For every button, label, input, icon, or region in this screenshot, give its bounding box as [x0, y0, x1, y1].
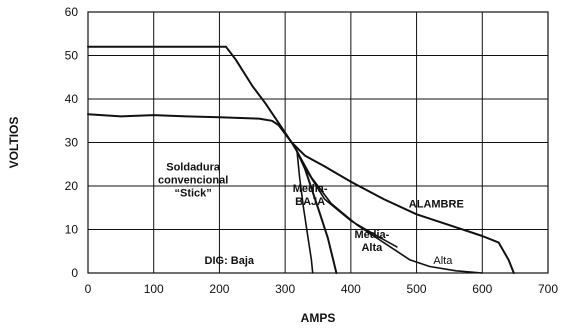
curve-annotation: Media-BAJA	[293, 183, 328, 208]
x-axis-title: AMPS	[301, 311, 336, 325]
curve-annotation: Alta	[433, 255, 453, 267]
series-line	[87, 113, 338, 274]
x-tick-label: 100	[144, 282, 164, 296]
curve-annotation: Media-Alta	[354, 229, 389, 254]
y-tick-label: 10	[65, 223, 79, 237]
series-line	[296, 150, 314, 274]
annotation-line: DIG: Baja	[205, 255, 255, 267]
annotation-line: Alta	[433, 255, 453, 267]
series-line	[87, 45, 515, 274]
plot-frame	[87, 11, 549, 274]
y-tick-label: 60	[65, 5, 79, 19]
annotation-line: “Stick”	[174, 187, 211, 199]
x-tick-label: 500	[407, 282, 427, 296]
annotation-line: ALAMBRE	[409, 198, 464, 210]
curve-annotation: ALAMBRE	[409, 198, 464, 210]
curve-annotation: DIG: Baja	[205, 255, 255, 267]
x-tick-label: 600	[472, 282, 492, 296]
y-axis-title: VOLTIOS	[7, 117, 21, 169]
y-tick-label: 50	[65, 49, 79, 63]
annotation-line: Soldadura	[166, 161, 221, 173]
annotation-line: Media-	[354, 229, 389, 241]
grid-layer	[87, 11, 549, 274]
x-tick-label: 300	[275, 282, 295, 296]
annotation-line: BAJA	[295, 196, 325, 208]
y-tick-label: 40	[65, 92, 79, 106]
y-tick-label: 0	[71, 266, 78, 280]
x-tick-label: 400	[341, 282, 361, 296]
series-layer	[87, 45, 515, 274]
annotation-line: convencional	[158, 174, 228, 186]
x-tick-label: 200	[209, 282, 229, 296]
x-tick-label: 700	[538, 282, 558, 296]
x-tick-label: 0	[85, 282, 92, 296]
annotation-line: Alta	[361, 242, 383, 254]
y-tick-label: 20	[65, 179, 79, 193]
y-tick-label: 30	[65, 136, 79, 150]
tick-layer: 0 100 200 300 400 500 600 700 0 10 20 30 40 50 60	[65, 5, 559, 296]
series-line	[296, 150, 484, 274]
annotation-line: Media-	[293, 183, 328, 195]
